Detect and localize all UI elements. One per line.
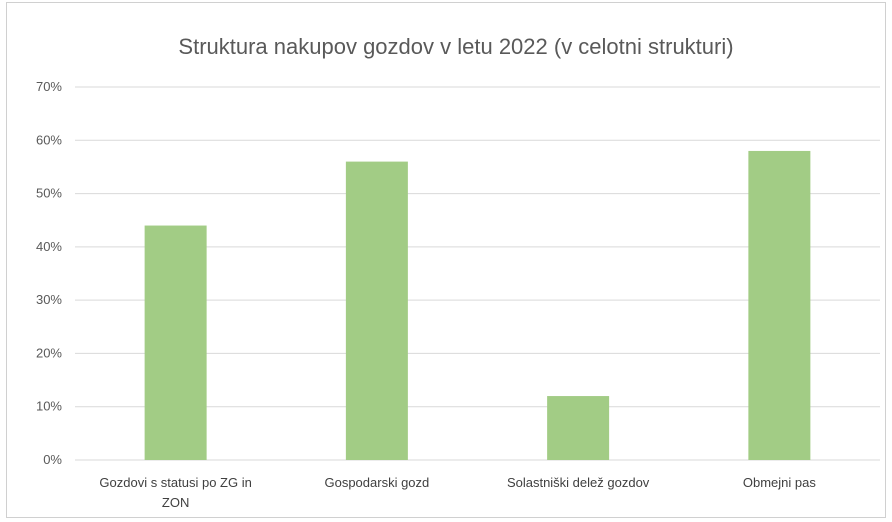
y-tick-label: 10% — [36, 399, 62, 414]
x-category-label: Gozdovi s statusi po ZG in ZON — [99, 475, 251, 510]
bar — [748, 150, 811, 460]
bar — [345, 161, 408, 460]
y-tick-label: 20% — [36, 345, 62, 360]
y-axis-tick-labels: 0% 10% 20% 30% 40% 50% 60% 70% — [36, 79, 62, 467]
y-tick-label: 70% — [36, 79, 62, 94]
bar — [144, 225, 207, 460]
x-category-label: Solastniški delež gozdov — [507, 475, 650, 490]
y-tick-label: 30% — [36, 292, 62, 307]
y-tick-label: 40% — [36, 239, 62, 254]
chart-title: Struktura nakupov gozdov v letu 2022 (v … — [178, 34, 733, 59]
gridlines — [75, 86, 880, 461]
y-tick-label: 0% — [43, 452, 62, 467]
y-tick-label: 60% — [36, 132, 62, 147]
bar — [547, 396, 610, 460]
x-axis-category-labels: Gozdovi s statusi po ZG in ZON Gospodarski… — [99, 475, 816, 510]
x-category-label: Gospodarski gozd — [324, 475, 429, 490]
x-category-label: Obmejni pas — [743, 475, 816, 490]
bars — [144, 150, 811, 460]
y-tick-label: 50% — [36, 186, 62, 201]
